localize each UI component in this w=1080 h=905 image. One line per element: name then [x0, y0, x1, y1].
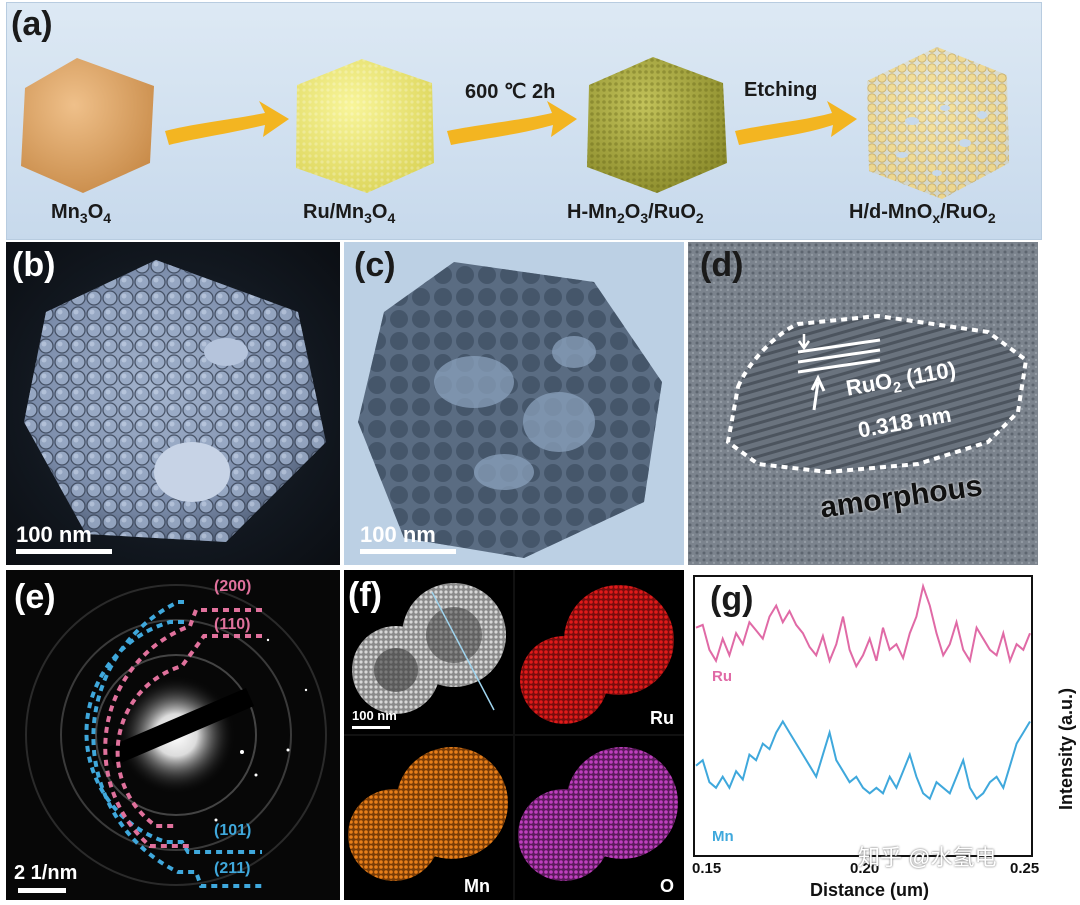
- saed-pattern-panel: (e) (200) (110) (101) (211) 2 1/nm: [6, 570, 340, 900]
- tem-image-panel: (c) 100 nm: [344, 242, 684, 565]
- panel-label-g: (g): [710, 580, 754, 618]
- synthesis-scheme-panel: (a): [6, 2, 1042, 240]
- line-profile-chart: [693, 575, 1033, 857]
- arrow-2-label: 600 ℃ 2h: [465, 81, 556, 103]
- eds-label-ru: Ru: [650, 708, 674, 728]
- saed-scalebar-label: 2 1/nm: [14, 862, 78, 884]
- tem-scalebar-label: 100 nm: [360, 522, 436, 547]
- panel-label-f: (f): [348, 576, 382, 614]
- panel-label-d: (d): [700, 246, 744, 284]
- label-mn3o4: Mn3O4: [51, 201, 112, 226]
- eds-graphic: [344, 570, 684, 900]
- haadf-map: [352, 583, 506, 714]
- sem-scalebar: [16, 549, 112, 554]
- crystalline-region-outline: [725, 313, 1029, 475]
- saed-scalebar: [18, 888, 66, 893]
- x-tick-2: 0.25: [1010, 860, 1040, 877]
- panel-label-a: (a): [11, 5, 53, 43]
- mn3o4-particle: [21, 58, 154, 193]
- line-profile-panel: (g) 0.15 0.20 0.25 Distance (um) Intensi…: [688, 570, 1080, 905]
- panel-label-e: (e): [14, 578, 56, 616]
- tem-particle-graphic: [358, 262, 662, 558]
- ring-label-110: (110): [214, 616, 251, 633]
- sem-particle-graphic: [24, 260, 326, 542]
- ring-label-211: (211): [214, 860, 251, 877]
- panel-label-c: (c): [354, 246, 396, 284]
- arrow-2: [447, 101, 577, 145]
- ru-map: [520, 585, 674, 724]
- y-axis-label: Intensity (a.u.): [1056, 687, 1076, 810]
- ring-label-200: (200): [214, 578, 252, 595]
- saed-graphic: [25, 584, 327, 888]
- series-label-mn: Mn: [712, 828, 734, 845]
- label-ru-mn3o4: Ru/Mn3O4: [303, 201, 396, 226]
- sem-scalebar-label: 100 nm: [16, 522, 92, 547]
- label-h-mn2o3-ruo2: H-Mn2O3/RuO2: [567, 201, 704, 226]
- o-map: [518, 747, 678, 881]
- scheme-graphics: [21, 47, 1009, 199]
- label-h-d-mnox-ruo2: H/d-MnOx/RuO2: [849, 201, 996, 226]
- eds-label-o: O: [660, 876, 675, 896]
- sem-image-panel: (b) 100 nm: [6, 242, 340, 565]
- x-tick-0: 0.15: [692, 860, 722, 877]
- arrow-3-label: Etching: [744, 79, 818, 101]
- hrtem-graphic: [688, 242, 1038, 565]
- x-axis-label: Distance (um): [810, 880, 930, 900]
- panel-label-b: (b): [12, 246, 56, 284]
- eds-scalebar: [352, 726, 390, 729]
- ring-label-101: (101): [214, 822, 252, 839]
- x-tick-1: 0.20: [850, 860, 880, 877]
- arrow-1: [165, 101, 289, 145]
- watermark: 知乎 @水氢电: [858, 845, 997, 870]
- series-line-ru: [695, 582, 1031, 669]
- hrtem-image-panel: (d) RuO2 (110) 0.318 nm amorphous: [688, 242, 1038, 565]
- mn-map: [348, 747, 508, 881]
- series-line-mn: [695, 719, 1031, 801]
- series-label-ru: Ru: [712, 668, 732, 685]
- arrow-3: [735, 101, 857, 145]
- tem-scalebar: [360, 549, 456, 554]
- eds-label-mn: Mn: [464, 876, 490, 896]
- eds-scalebar-label: 100 nm: [352, 708, 397, 723]
- eds-maps-panel: (f) 100 nm Ru Mn O: [344, 570, 684, 900]
